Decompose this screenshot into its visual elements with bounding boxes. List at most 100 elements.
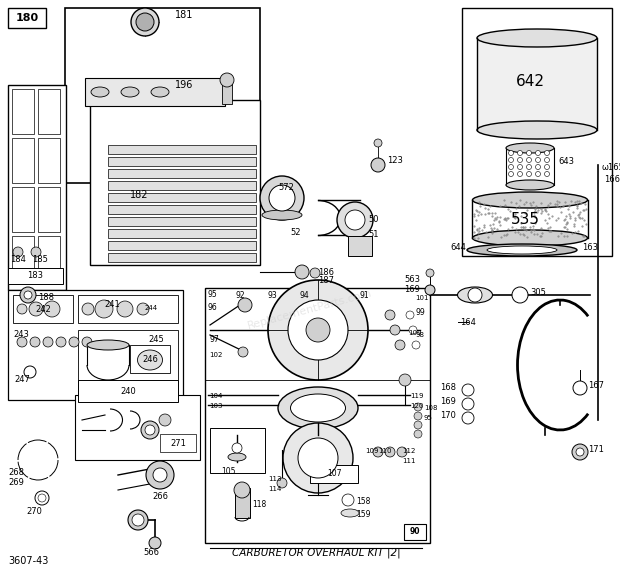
Text: 266: 266 [152,492,168,501]
Text: 111: 111 [402,458,415,464]
Text: 120: 120 [410,403,423,409]
Text: 305: 305 [530,288,546,297]
Text: 240: 240 [120,386,136,396]
Circle shape [397,447,407,457]
Circle shape [373,447,383,457]
Bar [130,345,170,373]
Circle shape [508,165,513,169]
Ellipse shape [477,121,597,139]
Circle shape [283,423,353,493]
Text: 196: 196 [175,80,193,90]
Circle shape [536,157,541,162]
Circle shape [220,73,234,87]
Text: 114: 114 [268,486,281,492]
Bar [65,8,260,183]
Text: 167: 167 [588,381,604,389]
Text: 182: 182 [130,190,149,200]
Circle shape [82,303,94,315]
Bar [477,38,597,130]
Text: 90: 90 [410,528,420,536]
Text: ReplacementParts.com: ReplacementParts.com [247,289,373,331]
Circle shape [145,425,155,435]
Text: 101: 101 [415,295,428,301]
Circle shape [518,172,523,176]
Bar [12,89,34,134]
Ellipse shape [458,287,492,303]
Text: 95: 95 [207,290,217,299]
Bar [108,205,256,214]
Text: 107: 107 [327,469,341,479]
Circle shape [17,304,27,314]
Circle shape [414,430,422,438]
Circle shape [35,491,49,505]
Circle shape [573,381,587,395]
Circle shape [277,478,287,488]
Text: 119: 119 [410,393,423,399]
Circle shape [306,318,330,342]
Text: 180: 180 [16,13,38,23]
Bar [12,236,34,281]
Text: 572: 572 [278,183,294,192]
Circle shape [385,310,395,320]
Circle shape [526,172,531,176]
Text: 181: 181 [175,10,193,20]
Circle shape [526,150,531,156]
Text: 3607-43: 3607-43 [8,556,48,566]
Text: 247: 247 [14,375,30,384]
Circle shape [390,325,400,335]
Bar [462,8,612,256]
Text: 185: 185 [32,255,48,264]
Text: 112: 112 [402,448,415,454]
Text: 108: 108 [424,405,438,411]
Text: 269: 269 [8,478,24,487]
Circle shape [385,447,395,457]
Circle shape [137,303,149,315]
Circle shape [13,247,23,257]
Text: 242: 242 [35,305,51,313]
Circle shape [512,287,528,303]
Circle shape [232,443,242,453]
Circle shape [159,414,171,426]
Text: 163: 163 [582,242,598,252]
Text: 271: 271 [170,438,186,448]
Text: 187: 187 [318,276,334,285]
Circle shape [371,158,385,172]
Text: 159: 159 [356,510,371,519]
Circle shape [536,165,541,169]
Circle shape [526,165,531,169]
Bar [160,434,196,452]
Bar [78,330,178,395]
Circle shape [518,150,523,156]
Bar [205,288,430,543]
Bar [75,395,200,460]
Circle shape [29,302,43,316]
Bar [90,100,260,265]
Circle shape [374,139,382,147]
Ellipse shape [477,29,597,47]
Ellipse shape [121,87,139,97]
Circle shape [136,13,154,31]
Text: 94: 94 [300,291,310,300]
Text: 169: 169 [440,397,456,407]
Text: 168: 168 [440,384,456,392]
Circle shape [310,268,320,278]
Text: 109: 109 [365,448,378,454]
Circle shape [69,337,79,347]
Text: 118: 118 [252,500,266,509]
Circle shape [117,301,133,317]
Circle shape [295,265,309,279]
Ellipse shape [487,246,557,254]
Ellipse shape [278,387,358,429]
Circle shape [132,514,144,526]
Circle shape [31,247,41,257]
Ellipse shape [262,210,302,220]
Circle shape [508,150,513,156]
Ellipse shape [467,244,577,256]
Bar [348,236,372,256]
Circle shape [576,448,584,456]
Bar [108,157,256,166]
Bar [404,524,426,540]
Circle shape [146,461,174,489]
Circle shape [426,269,434,277]
Text: 169: 169 [404,286,420,294]
